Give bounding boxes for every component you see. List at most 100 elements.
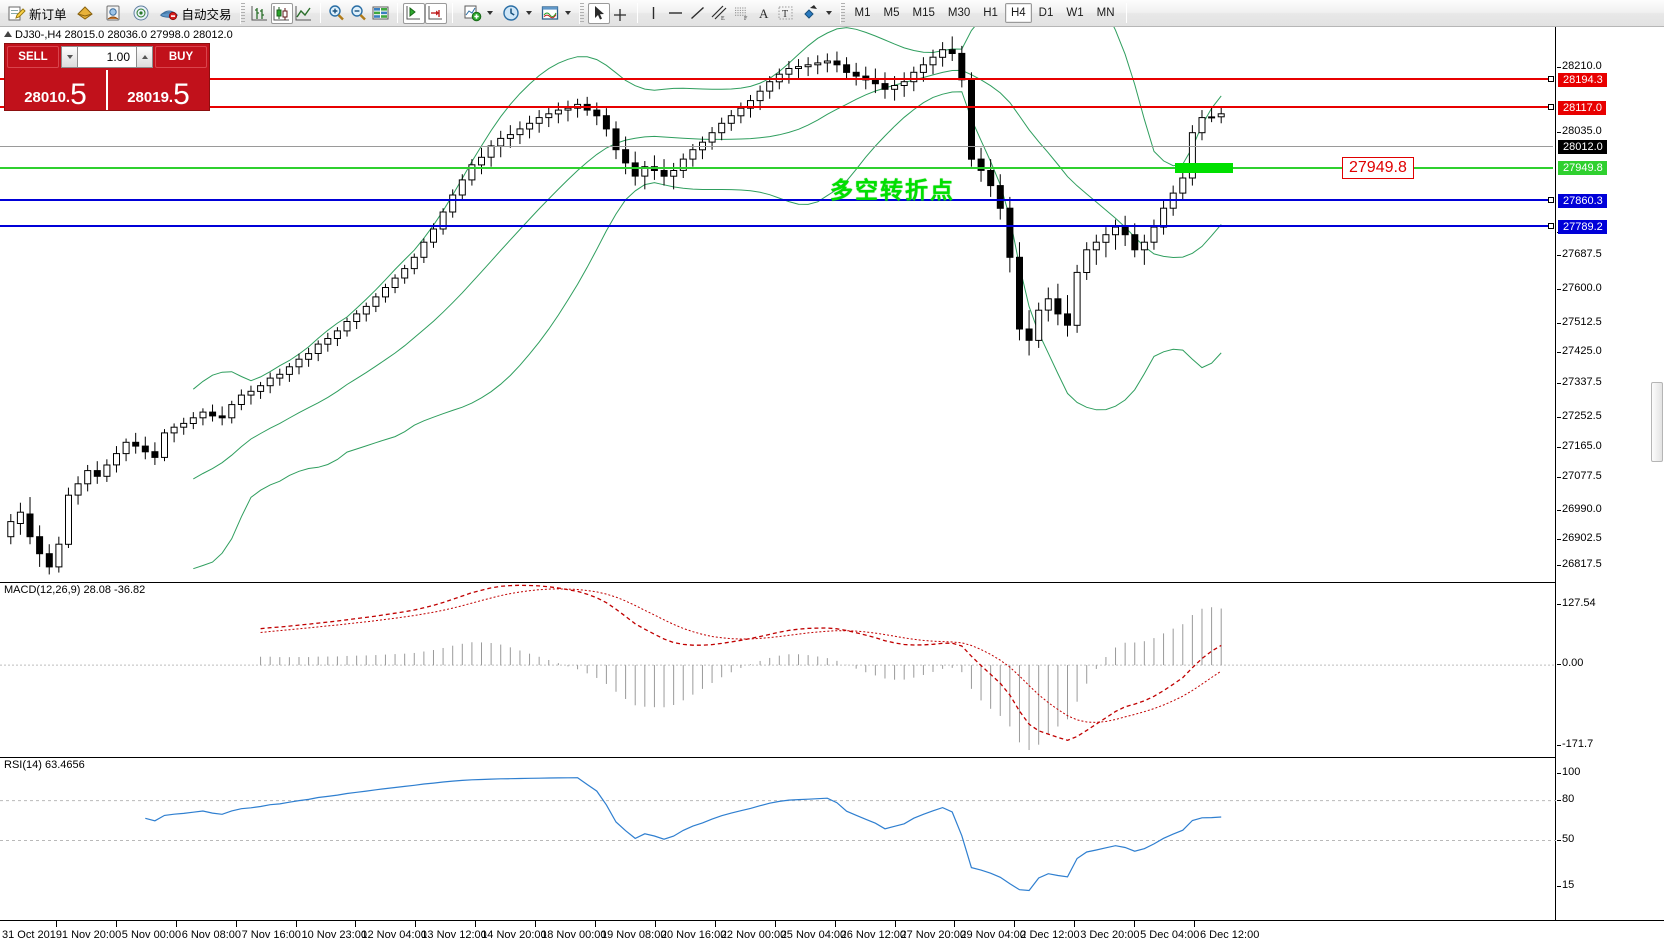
fibonacci-icon[interactable]: F — [731, 3, 753, 24]
zoom-out-icon[interactable] — [348, 3, 370, 24]
main-price-pane[interactable] — [0, 27, 1556, 582]
add-indicator-button[interactable] — [458, 2, 497, 25]
volume-decrease-button[interactable] — [61, 46, 78, 68]
equidistant-channel-icon[interactable]: E — [709, 3, 731, 24]
collapse-triangle-icon[interactable] — [4, 31, 12, 37]
timeframe-h1[interactable]: H1 — [983, 7, 998, 19]
candle — [55, 536, 63, 573]
horizontal-line-icon[interactable] — [665, 3, 687, 24]
timeframe-m15[interactable]: M15 — [912, 7, 935, 19]
line-chart-icon[interactable] — [293, 3, 315, 24]
time-axis-label: 5 Nov 00:00 — [121, 929, 182, 941]
vertical-line-icon[interactable] — [643, 3, 665, 24]
chart-area[interactable]: DJ30-,H4 28015.0 28036.0 27998.0 28012.0… — [0, 27, 1664, 950]
price-tag-resistance-1[interactable]: 28117.0 — [1558, 101, 1606, 115]
price-axis-tick — [1557, 132, 1561, 133]
toolbar-grip[interactable] — [239, 2, 245, 24]
open-position-marker[interactable] — [1175, 163, 1233, 173]
candle — [919, 57, 927, 82]
shapes-button[interactable] — [797, 2, 836, 25]
candle — [151, 442, 159, 465]
new-order-button[interactable]: 新订单 — [2, 2, 71, 25]
rsi-svg — [0, 777, 1556, 892]
chevron-down-icon[interactable] — [486, 11, 493, 15]
chevron-down-icon[interactable] — [564, 11, 571, 15]
candle — [727, 110, 735, 131]
candle — [439, 208, 447, 235]
candle — [430, 223, 437, 248]
text-icon[interactable]: A — [753, 3, 775, 24]
price-tag-support-1[interactable]: 27860.3 — [1558, 194, 1607, 208]
trendline-icon[interactable] — [687, 3, 709, 24]
macd-label: MACD(12,26,9) 28.08 -36.82 — [4, 584, 146, 596]
bar-chart-icon[interactable] — [249, 3, 271, 24]
autotrading-button[interactable]: 自动交易 — [155, 2, 236, 25]
level-line-support-1[interactable] — [0, 197, 1554, 203]
candlestick-chart-icon[interactable] — [270, 2, 293, 24]
timeframe-m30[interactable]: M30 — [947, 7, 971, 19]
price-tag-support-2[interactable]: 27789.2 — [1558, 220, 1607, 234]
volume-stepper[interactable]: 1.00 — [61, 46, 153, 68]
signals-button[interactable] — [127, 2, 155, 25]
candle — [1208, 107, 1216, 123]
level-line-resistance-2[interactable] — [0, 76, 1554, 82]
time-axis-label: 2 Dec 12:00 — [1020, 929, 1080, 941]
candle — [1217, 106, 1225, 124]
timeframe-mn[interactable]: MN — [1096, 7, 1115, 19]
candle — [1025, 310, 1033, 356]
price-axis-label: 26817.5 — [1562, 558, 1602, 570]
volume-input[interactable]: 1.00 — [78, 46, 136, 68]
candle — [478, 147, 485, 175]
rsi-pane[interactable] — [0, 757, 1556, 920]
candle — [170, 423, 178, 443]
templates-button[interactable] — [536, 2, 575, 25]
time-axis[interactable]: 31 Oct 2019 1 Nov 20:00 5 Nov 00:00 6 Nov 0… — [0, 920, 1664, 950]
candle — [641, 161, 649, 190]
chevron-down-icon[interactable] — [525, 11, 532, 15]
price-callout-label[interactable]: 27949.8 — [1342, 157, 1414, 179]
level-line-support-2[interactable] — [0, 223, 1554, 229]
one-click-trading-panel[interactable]: SELL 1.00 BUY 28010 . 5 28019 . 5 — [4, 43, 210, 111]
candle — [247, 385, 255, 405]
chart-shift-icon[interactable] — [424, 2, 447, 24]
sell-price[interactable]: 28010 . 5 — [5, 70, 106, 110]
candle — [26, 497, 34, 545]
cursor-icon[interactable] — [587, 2, 610, 24]
buy-button[interactable]: BUY — [155, 46, 207, 68]
timeframe-m1[interactable]: M1 — [854, 7, 871, 19]
metaeditor-button[interactable] — [99, 2, 127, 25]
chart-annotation-text[interactable]: 多空转折点 — [830, 178, 955, 204]
auto-scroll-icon[interactable] — [402, 2, 425, 24]
macd-pane[interactable] — [0, 582, 1556, 757]
timeframe-m5[interactable]: M5 — [883, 7, 900, 19]
buy-price[interactable]: 28019 . 5 — [106, 70, 209, 110]
price-scale-scrollbar[interactable] — [1651, 382, 1663, 462]
sell-button[interactable]: SELL — [7, 46, 59, 68]
rsi-axis-tick — [1557, 886, 1561, 888]
zoom-in-icon[interactable] — [326, 3, 348, 24]
crosshair-icon[interactable] — [610, 3, 632, 24]
macd-svg — [0, 584, 1556, 751]
price-tag-pivot[interactable]: 27949.8 — [1558, 161, 1607, 175]
toolbar-grip-2[interactable] — [578, 2, 584, 24]
chevron-down-icon[interactable] — [825, 11, 832, 15]
timeframe-h4[interactable]: H4 — [1004, 3, 1032, 23]
data-window-icon[interactable] — [370, 3, 392, 24]
timeframe-d1[interactable]: D1 — [1038, 7, 1054, 19]
price-tag-current-price[interactable]: 28012.0 — [1558, 140, 1607, 154]
rsi-axis-label: 50 — [1562, 832, 1575, 845]
candle — [1064, 295, 1071, 337]
time-axis-tick — [415, 921, 417, 927]
volume-increase-button[interactable] — [136, 46, 153, 68]
price-tag-resistance-2[interactable]: 28194.3 — [1558, 73, 1607, 87]
timeframe-w1[interactable]: W1 — [1066, 7, 1084, 19]
level-line-pivot[interactable] — [0, 167, 1553, 169]
text-label-icon[interactable]: T — [775, 3, 797, 24]
candle — [113, 446, 120, 473]
level-line-resistance-1[interactable] — [0, 104, 1554, 110]
candle — [353, 310, 361, 330]
period-button[interactable] — [497, 2, 536, 25]
toolbar-grip-3[interactable] — [839, 2, 845, 24]
expert-advisors-button[interactable] — [71, 2, 99, 25]
candle — [410, 253, 418, 275]
